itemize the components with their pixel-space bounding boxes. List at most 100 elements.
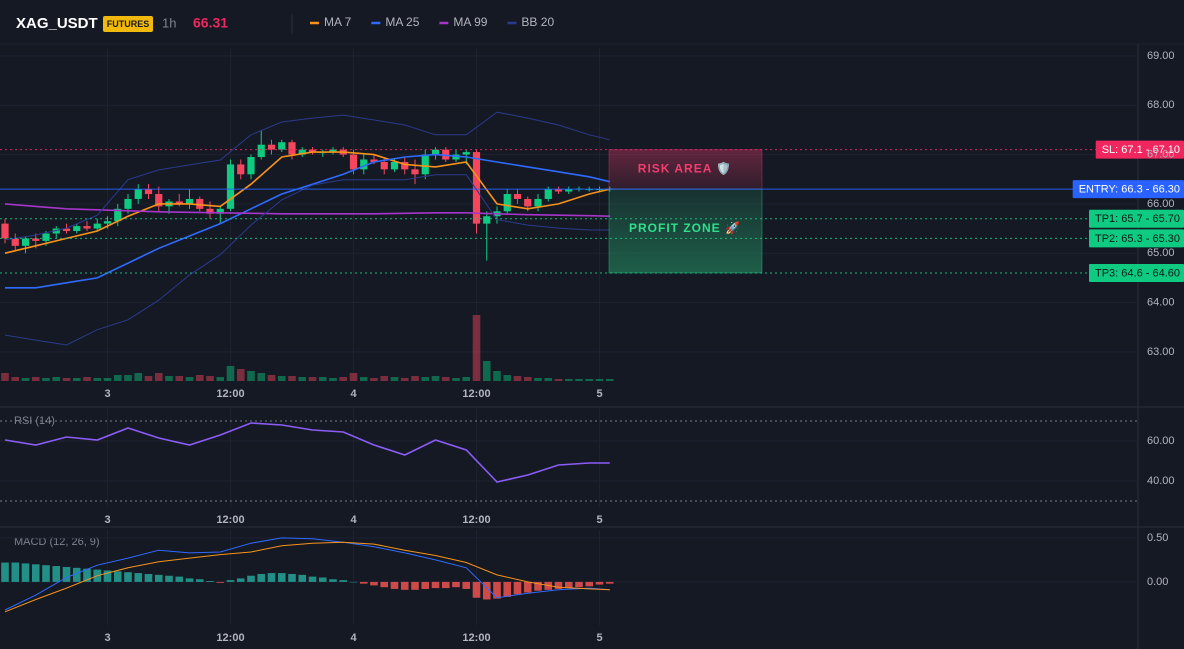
histogram-bar — [390, 581, 399, 589]
candle-body — [11, 238, 19, 246]
histogram-bar — [462, 581, 471, 589]
volume-bar — [472, 315, 481, 381]
candle-body — [134, 189, 142, 199]
x-tick-label: 4 — [350, 388, 357, 400]
volume-bar — [329, 378, 337, 381]
x-tick-label: 3 — [104, 632, 110, 644]
macd-line — [4, 537, 610, 611]
candle-body — [565, 189, 573, 192]
histogram-bar — [277, 573, 286, 582]
candle-body — [62, 228, 71, 232]
candle-body — [298, 149, 306, 155]
histogram-bar — [226, 580, 235, 582]
histogram-bar — [42, 565, 50, 582]
candle-body — [237, 164, 245, 175]
volume-bar — [441, 377, 450, 381]
volume-bar — [236, 369, 245, 381]
histogram-bar — [72, 567, 81, 582]
histogram-bar — [400, 581, 409, 590]
histogram-bar — [154, 574, 163, 582]
x-tick-label: 12:00 — [462, 514, 490, 526]
interval: 1h — [162, 15, 176, 30]
y-tick-label: 40.00 — [1147, 475, 1175, 487]
y-tick-label: 64.00 — [1147, 296, 1175, 308]
candle-body — [452, 154, 460, 160]
volume-bar — [247, 371, 255, 381]
zone — [608, 188, 763, 274]
volume-bar — [72, 378, 81, 381]
x-tick-label: 12:00 — [216, 388, 244, 400]
y-tick-label: 69.00 — [1147, 50, 1175, 62]
legend-label: BB 20 — [521, 15, 554, 29]
candle-body — [524, 198, 532, 207]
volume-bar — [462, 377, 471, 381]
candle-body — [278, 142, 286, 150]
volume-bar — [421, 377, 430, 381]
histogram-bar — [585, 581, 594, 587]
histogram-bar — [339, 580, 348, 582]
ma-line — [5, 153, 610, 289]
histogram-bar — [52, 566, 61, 582]
x-tick-label: 12:00 — [462, 632, 490, 644]
histogram-bar — [31, 564, 40, 582]
histogram-bar — [472, 581, 481, 598]
candle-body — [329, 149, 337, 153]
volume-bar — [370, 378, 378, 381]
candle-body — [21, 238, 30, 246]
volume-bar — [564, 379, 573, 381]
candle-body — [380, 161, 388, 170]
candle-body — [288, 142, 296, 155]
x-tick-label: 5 — [596, 514, 602, 526]
volume-bar — [359, 377, 368, 381]
volume-bar — [257, 373, 266, 381]
volume-bar — [585, 379, 594, 381]
macd-line — [4, 541, 610, 613]
histogram-bar — [308, 576, 317, 582]
histogram-bar — [247, 575, 255, 582]
level-label-bg — [1089, 229, 1184, 248]
last-price: 66.31 — [193, 15, 228, 31]
candle-body — [42, 233, 50, 241]
candle-body — [185, 198, 194, 204]
candle-body — [544, 189, 552, 199]
legend-label: MA 99 — [453, 15, 487, 29]
candle-body — [1, 223, 9, 239]
histogram-bar — [175, 576, 184, 582]
bb-upper — [4, 111, 610, 241]
candle-body — [483, 216, 491, 224]
zone-label: PROFIT ZONE 🚀 — [629, 221, 741, 235]
candle-body — [554, 189, 563, 192]
volume-bar — [83, 377, 91, 381]
histogram-bar — [288, 573, 296, 582]
volume-bar — [267, 375, 276, 381]
candle-body — [144, 189, 153, 195]
histogram-bar — [380, 581, 389, 588]
histogram-bar — [185, 578, 194, 582]
candle-body — [155, 194, 163, 207]
candle-body — [73, 226, 81, 232]
volume-bar — [339, 377, 348, 381]
rsi-title: RSI (14) — [14, 415, 55, 427]
histogram-bar — [21, 563, 30, 582]
histogram-bar — [605, 581, 614, 584]
volume-bar — [144, 376, 153, 381]
candle-body — [93, 223, 101, 229]
candle-body — [308, 149, 317, 153]
candle-body — [206, 208, 214, 214]
badge: FUTURES — [107, 19, 150, 29]
level-label: SL: 67.1 - 67.10 — [1102, 144, 1180, 156]
volume-bar — [595, 379, 604, 381]
volume-bar — [154, 373, 163, 381]
x-tick-label: 12:00 — [216, 514, 244, 526]
histogram-bar — [103, 570, 112, 582]
y-tick-label: 0.00 — [1147, 576, 1168, 588]
candle-body — [103, 221, 112, 224]
histogram-bar — [329, 579, 337, 582]
x-tick-label: 12:00 — [462, 388, 490, 400]
level-label: ENTRY: 66.3 - 66.30 — [1079, 183, 1180, 195]
volume-bar — [400, 378, 409, 381]
level-label-bg — [1089, 263, 1184, 282]
candle-body — [472, 152, 481, 224]
volume-bar — [431, 376, 440, 381]
